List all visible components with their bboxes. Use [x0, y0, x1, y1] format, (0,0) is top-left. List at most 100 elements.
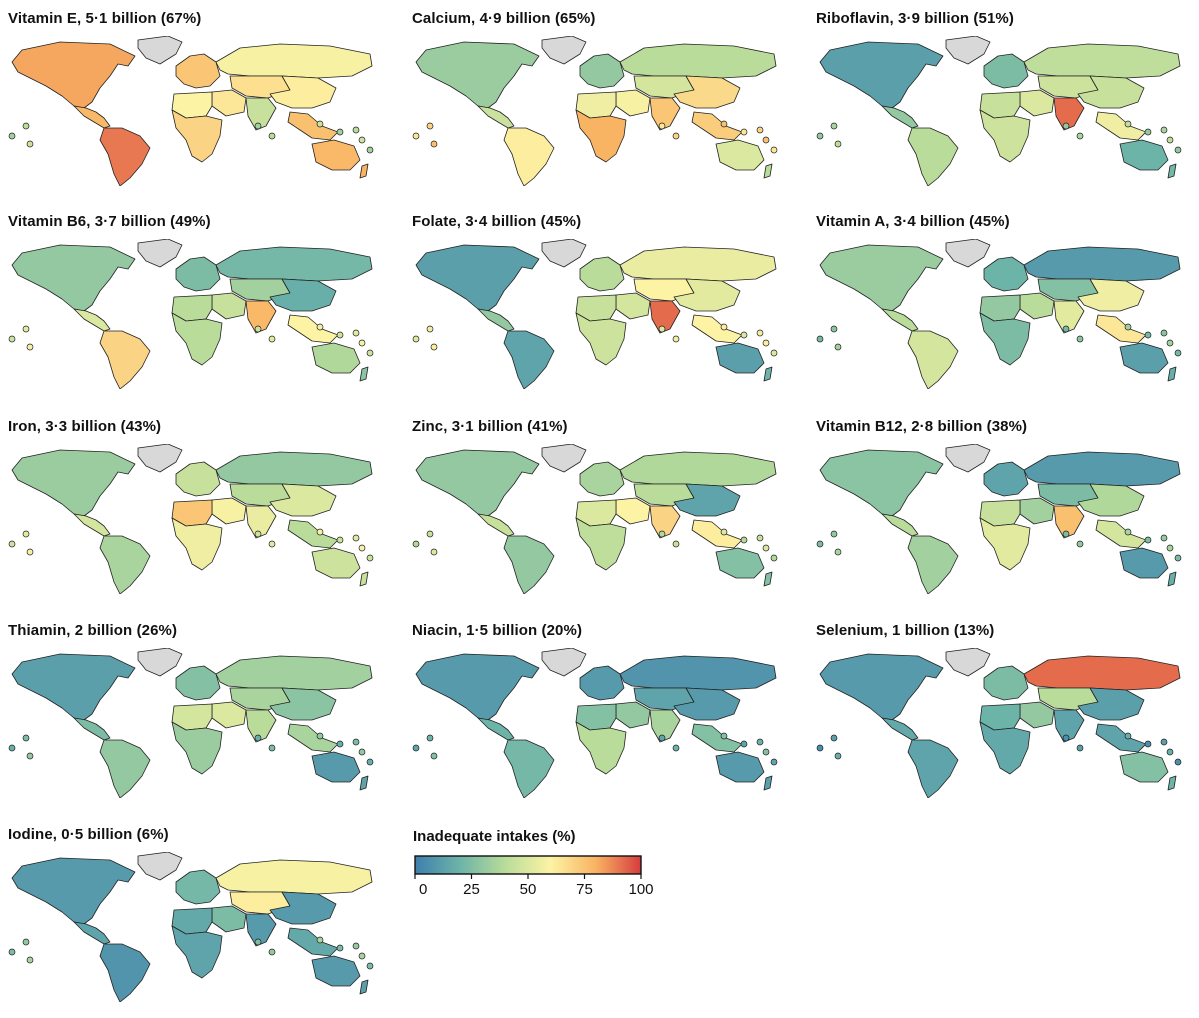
region-australia: [715, 751, 765, 783]
island-marker: [1062, 122, 1070, 130]
region-north-america: [11, 857, 136, 925]
island-marker: [366, 349, 374, 357]
island-marker: [26, 752, 34, 760]
region-middle-east: [211, 701, 247, 729]
legend-title: Inadequate intakes (%): [413, 828, 576, 845]
region-middle-east: [211, 497, 247, 525]
island-marker: [762, 339, 770, 347]
island-marker: [22, 938, 30, 946]
region-africa-sub: [171, 312, 223, 366]
region-europe: [175, 461, 221, 497]
region-russia: [215, 859, 373, 895]
region-central-america: [73, 921, 111, 945]
island-marker: [740, 536, 748, 544]
color-legend: Inadequate intakes (%) 0 25 50 75 100: [413, 824, 713, 924]
region-south-america: [907, 330, 959, 389]
island-marker: [430, 343, 438, 351]
island-marker: [834, 548, 842, 556]
island-marker: [366, 554, 374, 562]
island-marker: [316, 120, 324, 128]
world-map: [8, 852, 374, 1002]
panel-title: Selenium, 1 billion (13%): [816, 622, 995, 639]
island-marker: [8, 744, 16, 752]
region-central-america: [73, 308, 111, 332]
region-africa-sub: [575, 517, 627, 571]
map-panel-iron: Iron, 3·3 billion (43%): [0, 408, 390, 608]
region-north-america: [11, 41, 136, 109]
map-panel-riboflavin: Riboflavin, 3·9 billion (51%): [808, 0, 1198, 200]
region-russia: [1023, 43, 1181, 79]
island-marker: [1124, 323, 1132, 331]
island-marker: [26, 140, 34, 148]
region-south-america: [907, 739, 959, 798]
region-central-america: [73, 105, 111, 129]
region-europe: [579, 461, 625, 497]
region-russia: [215, 43, 373, 79]
region-south-asia: [245, 300, 277, 334]
world-map: [816, 444, 1182, 594]
world-map: [8, 648, 374, 798]
region-europe: [983, 256, 1029, 292]
island-marker: [740, 331, 748, 339]
region-middle-east: [1019, 701, 1055, 729]
world-map: [412, 239, 778, 389]
island-marker: [756, 534, 764, 542]
region-russia: [619, 43, 777, 79]
region-southeast-asia: [691, 111, 743, 141]
island-marker: [268, 744, 276, 752]
region-new-zealand: [359, 571, 369, 587]
island-marker: [1174, 758, 1182, 766]
island-marker: [1166, 748, 1174, 756]
island-marker: [740, 128, 748, 136]
island-marker: [8, 540, 16, 548]
island-marker: [762, 136, 770, 144]
island-marker: [770, 554, 778, 562]
region-greenland: [945, 648, 991, 677]
island-marker: [1144, 331, 1152, 339]
region-new-zealand: [763, 163, 773, 179]
region-middle-east: [615, 497, 651, 525]
region-russia: [215, 246, 373, 282]
island-marker: [770, 349, 778, 357]
island-marker: [672, 744, 680, 752]
region-middle-east: [615, 701, 651, 729]
island-marker: [762, 544, 770, 552]
region-africa-sub: [979, 517, 1031, 571]
island-marker: [426, 325, 434, 333]
island-marker: [26, 343, 34, 351]
legend-tick-label: 50: [520, 881, 537, 898]
island-marker: [816, 132, 824, 140]
region-europe: [983, 665, 1029, 701]
island-marker: [254, 734, 262, 742]
region-new-zealand: [359, 366, 369, 382]
region-africa-sub: [171, 721, 223, 775]
region-southeast-asia: [691, 519, 743, 549]
region-southeast-asia: [1095, 111, 1147, 141]
world-map: [412, 648, 778, 798]
region-southeast-asia: [691, 314, 743, 344]
region-central-america: [881, 717, 919, 741]
island-marker: [658, 325, 666, 333]
region-australia: [1119, 751, 1169, 783]
region-southeast-asia: [691, 723, 743, 753]
region-north-america: [819, 41, 944, 109]
world-map: [8, 239, 374, 389]
region-russia: [619, 246, 777, 282]
region-australia: [311, 139, 361, 171]
island-marker: [22, 530, 30, 538]
region-central-america: [73, 717, 111, 741]
region-north-america: [11, 244, 136, 312]
island-marker: [658, 122, 666, 130]
region-central-america: [477, 105, 515, 129]
map-panel-niacin: Niacin, 1·5 billion (20%): [404, 612, 794, 812]
island-marker: [22, 122, 30, 130]
region-south-asia: [245, 505, 277, 539]
island-marker: [8, 335, 16, 343]
legend-tick-label: 0: [419, 881, 427, 898]
island-marker: [1062, 325, 1070, 333]
region-south-asia: [245, 97, 277, 131]
region-greenland: [541, 239, 587, 268]
region-south-asia: [245, 913, 277, 947]
panel-title: Iron, 3·3 billion (43%): [8, 418, 162, 435]
panel-title: Vitamin A, 3·4 billion (45%): [816, 213, 1010, 230]
